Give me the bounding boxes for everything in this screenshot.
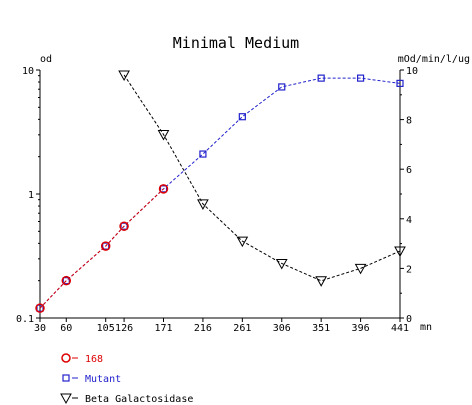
left-tick-label: 1 — [28, 190, 34, 201]
legend: 168 Mutant Beta Galactosidase — [60, 353, 193, 405]
x-axis-unit: mn — [420, 322, 432, 333]
x-tick-label: 261 — [233, 323, 251, 334]
data-point — [317, 74, 325, 82]
right-tick-label: 4 — [406, 215, 412, 226]
chart-title: Minimal Medium — [173, 34, 299, 52]
legend-marker — [60, 393, 72, 405]
data-point — [119, 221, 129, 231]
data-point — [120, 222, 128, 230]
right-tick-label: 6 — [406, 165, 412, 176]
legend-label: Mutant — [85, 374, 121, 385]
data-point — [354, 263, 367, 275]
data-point — [118, 70, 130, 81]
x-tick-label: 60 — [60, 323, 72, 334]
data-point — [197, 199, 209, 210]
data-point — [238, 113, 246, 121]
legend-label: Beta Galactosidase — [85, 394, 193, 405]
right-tick-label: 10 — [406, 66, 418, 77]
data-point — [158, 184, 169, 194]
left-axis-label: od — [40, 54, 52, 65]
data-point — [394, 246, 406, 258]
left-tick-label: 0.1 — [16, 314, 34, 325]
right-tick-label: 0 — [406, 314, 412, 325]
data-point — [159, 185, 168, 193]
legend-marker — [62, 374, 70, 382]
data-point — [35, 303, 45, 313]
data-point — [315, 276, 328, 287]
x-tick-group: 30 60 105 126 171 216 261 306 351 396 441 — [34, 318, 409, 334]
right-tick-label: 8 — [406, 116, 412, 127]
data-point — [102, 242, 110, 250]
data-point — [236, 236, 249, 248]
left-tick-label: 10 — [22, 66, 34, 77]
series-line — [39, 77, 401, 309]
right-axis-label: mOd/min/l/ug — [398, 54, 470, 65]
data-point — [199, 150, 207, 158]
data-point — [356, 74, 365, 82]
x-tick-label: 216 — [194, 323, 212, 334]
data-point — [275, 258, 288, 270]
x-tick-label: 351 — [312, 323, 330, 334]
data-point — [157, 129, 170, 141]
right-tick-group: 0 2 4 6 8 10 — [400, 66, 418, 325]
left-tick-group: 0.1 1 10 — [16, 66, 40, 325]
x-tick-label: 396 — [352, 323, 370, 334]
x-tick-label: 171 — [154, 323, 172, 334]
series-line — [39, 188, 164, 309]
x-tick-label: 441 — [391, 323, 409, 334]
legend-label: 168 — [85, 354, 103, 365]
legend-marker — [61, 353, 71, 363]
series-group — [35, 70, 406, 313]
x-tick-label: 126 — [115, 323, 133, 334]
right-tick-label: 2 — [406, 264, 412, 275]
x-tick-label: 30 — [34, 323, 46, 334]
data-point — [396, 79, 404, 87]
data-point — [36, 304, 44, 312]
data-point — [278, 83, 286, 91]
x-tick-label: 105 — [97, 323, 115, 334]
data-point — [62, 277, 70, 285]
x-tick-label: 306 — [273, 323, 291, 334]
data-point — [61, 275, 72, 286]
series-line — [123, 74, 401, 282]
data-point — [100, 241, 111, 251]
